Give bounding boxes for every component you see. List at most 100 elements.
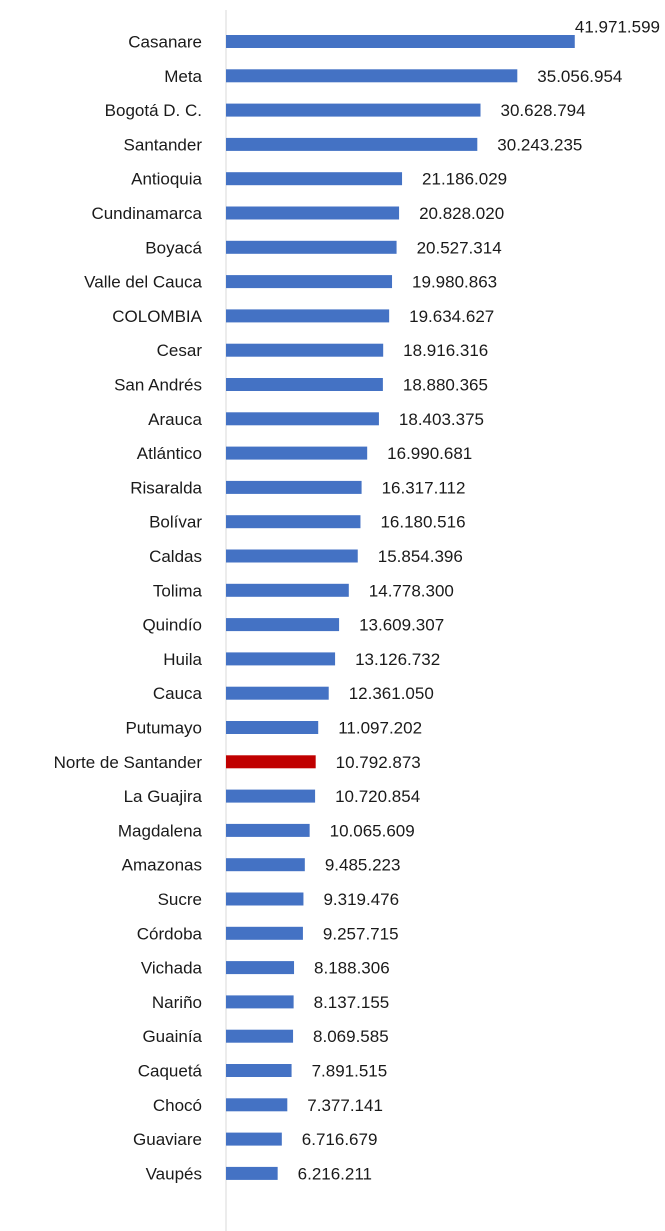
bar <box>226 1098 288 1112</box>
value-label: 7.891.515 <box>312 1062 388 1081</box>
category-label: Sucre <box>158 890 202 909</box>
category-label: La Guajira <box>124 787 203 806</box>
category-label: Caldas <box>149 547 202 566</box>
bar <box>226 652 336 666</box>
category-label: Cundinamarca <box>91 204 202 223</box>
category-label: San Andrés <box>114 376 202 395</box>
category-label: COLOMBIA <box>112 307 202 326</box>
bar <box>226 69 518 83</box>
category-label: Vichada <box>141 959 203 978</box>
category-label: Nariño <box>152 993 202 1012</box>
category-label: Santander <box>124 135 203 154</box>
category-label: Boyacá <box>145 238 202 257</box>
bar <box>226 446 368 460</box>
value-label: 9.257.715 <box>323 924 399 943</box>
value-label: 10.792.873 <box>336 753 421 772</box>
bar <box>226 35 575 48</box>
category-label: Guaviare <box>133 1130 202 1149</box>
value-label: 18.916.316 <box>403 341 488 360</box>
value-label: 16.990.681 <box>387 444 472 463</box>
category-label: Guainía <box>142 1027 202 1046</box>
category-label: Huila <box>163 650 202 669</box>
bar <box>226 721 319 734</box>
value-label: 21.186.029 <box>422 170 507 189</box>
category-label: Caquetá <box>138 1062 203 1081</box>
value-label: 8.069.585 <box>313 1027 389 1046</box>
bar <box>226 1029 294 1043</box>
value-label: 18.403.375 <box>399 410 484 429</box>
value-label: 41.971.599 <box>575 18 660 37</box>
value-label: 19.980.863 <box>412 273 497 292</box>
value-label: 12.361.050 <box>349 684 434 703</box>
category-label: Córdoba <box>137 924 203 943</box>
value-label: 13.126.732 <box>355 650 440 669</box>
category-label: Atlántico <box>137 444 202 463</box>
value-label: 30.628.794 <box>501 101 586 120</box>
bar <box>226 137 478 151</box>
bar <box>226 926 303 940</box>
bar <box>226 309 390 323</box>
category-label: Bogotá D. C. <box>105 101 202 120</box>
value-label: 13.609.307 <box>359 616 444 635</box>
value-label: 16.180.516 <box>380 513 465 532</box>
value-label: 14.778.300 <box>369 581 454 600</box>
bar <box>226 1166 278 1180</box>
bar <box>226 549 358 563</box>
value-label: 6.716.679 <box>302 1130 378 1149</box>
category-label: Quindío <box>142 616 202 635</box>
category-label: Chocó <box>153 1096 202 1115</box>
bar <box>226 480 362 494</box>
bar <box>226 343 384 357</box>
bar <box>226 583 349 597</box>
category-label: Vaupés <box>146 1164 202 1183</box>
value-label: 16.317.112 <box>382 478 466 497</box>
value-label: 9.319.476 <box>323 890 399 909</box>
bar <box>226 103 481 117</box>
value-label: 15.854.396 <box>378 547 463 566</box>
category-label: Risaralda <box>130 478 202 497</box>
bar <box>226 515 361 529</box>
value-label: 19.634.627 <box>409 307 494 326</box>
bar <box>226 789 316 803</box>
bar <box>226 618 340 632</box>
bar <box>226 1064 292 1077</box>
value-label: 10.065.609 <box>330 821 415 840</box>
category-label: Meta <box>164 67 202 86</box>
bar <box>226 275 393 289</box>
bar <box>226 995 294 1009</box>
value-label: 10.720.854 <box>335 787 420 806</box>
category-labels: Casanare Meta Bogotá D. C. Santander Antioqu… <box>54 33 203 1184</box>
bars <box>226 35 575 1180</box>
value-label: 7.377.141 <box>307 1096 383 1115</box>
category-label: Bolívar <box>149 513 202 532</box>
value-label: 30.243.235 <box>497 135 582 154</box>
value-label: 18.880.365 <box>403 376 488 395</box>
value-label: 11.097.202 <box>338 719 422 738</box>
category-label: Valle del Cauca <box>84 273 202 292</box>
value-label: 8.137.155 <box>314 993 390 1012</box>
bar <box>226 1132 282 1146</box>
value-label: 8.188.306 <box>314 959 390 978</box>
bar <box>226 378 383 391</box>
category-label: Amazonas <box>122 856 202 875</box>
value-label: 20.527.314 <box>417 238 502 257</box>
value-label: 20.828.020 <box>419 204 504 223</box>
category-label: Tolima <box>153 581 203 600</box>
category-label: Arauca <box>148 410 202 429</box>
category-label: Casanare <box>128 33 202 52</box>
category-label: Antioquia <box>131 170 202 189</box>
category-label: Cauca <box>153 684 203 703</box>
bar <box>226 172 403 186</box>
bar <box>226 240 397 254</box>
bar <box>226 686 329 700</box>
bar <box>226 206 400 220</box>
category-label: Putumayo <box>125 719 202 738</box>
bar <box>226 892 304 906</box>
value-label: 6.216.211 <box>298 1164 372 1183</box>
value-label: 35.056.954 <box>537 67 622 86</box>
value-label: 9.485.223 <box>325 856 401 875</box>
bar-highlighted <box>226 755 316 769</box>
bar <box>226 858 305 872</box>
